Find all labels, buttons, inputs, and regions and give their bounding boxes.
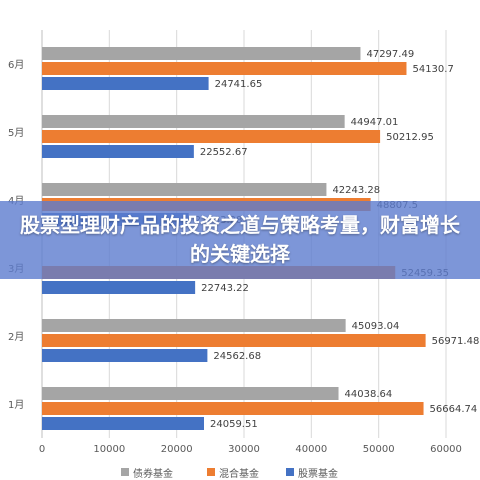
bar: [42, 47, 361, 60]
x-tick-label: 40000: [295, 444, 327, 455]
legend-label: 混合基金: [219, 467, 259, 480]
bar: [42, 145, 194, 158]
data-label: 56971.48: [432, 336, 480, 347]
data-label: 47297.49: [366, 49, 414, 60]
category-label: 1月: [8, 399, 24, 411]
data-label: 22743.22: [201, 283, 249, 294]
bar: [42, 281, 196, 294]
x-tick-label: 0: [39, 444, 45, 455]
legend-swatch: [121, 468, 129, 476]
category-label: 2月: [8, 331, 24, 343]
x-tick-label: 50000: [363, 444, 395, 455]
x-tick-label: 10000: [93, 444, 125, 455]
bar: [42, 334, 426, 347]
data-label: 50212.95: [386, 132, 434, 143]
legend-label: 股票基金: [298, 467, 338, 480]
bar: [42, 417, 205, 430]
bar: [42, 115, 345, 128]
x-tick-label: 30000: [228, 444, 260, 455]
x-tick-label: 20000: [161, 444, 193, 455]
data-label: 54130.7: [412, 64, 453, 75]
legend-swatch: [286, 468, 294, 476]
bar: [42, 183, 327, 196]
bar: [42, 387, 339, 400]
bar: [42, 349, 208, 362]
bar: [42, 319, 346, 332]
banner-title: 股票型理财产品的投资之道与策略考量，财富增长的关键选择: [20, 213, 460, 266]
data-label: 45093.04: [352, 321, 400, 332]
data-label: 24059.51: [210, 419, 258, 430]
data-label: 44947.01: [351, 117, 399, 128]
data-label: 44038.64: [345, 389, 393, 400]
legend-swatch: [207, 468, 215, 476]
data-label: 56664.74: [430, 404, 478, 415]
bar: [42, 62, 407, 75]
bar: [42, 402, 424, 415]
category-label: 5月: [8, 127, 24, 139]
data-label: 24741.65: [215, 79, 263, 90]
x-tick-label: 60000: [430, 444, 462, 455]
legend-label: 债券基金: [133, 467, 173, 480]
data-label: 22552.67: [200, 147, 248, 158]
bar: [42, 77, 209, 90]
bar: [42, 130, 381, 143]
category-label: 6月: [8, 59, 24, 71]
data-label: 42243.28: [332, 185, 380, 196]
title-banner: 股票型理财产品的投资之道与策略考量，财富增长的关键选择: [0, 201, 480, 279]
data-label: 24562.68: [213, 351, 261, 362]
